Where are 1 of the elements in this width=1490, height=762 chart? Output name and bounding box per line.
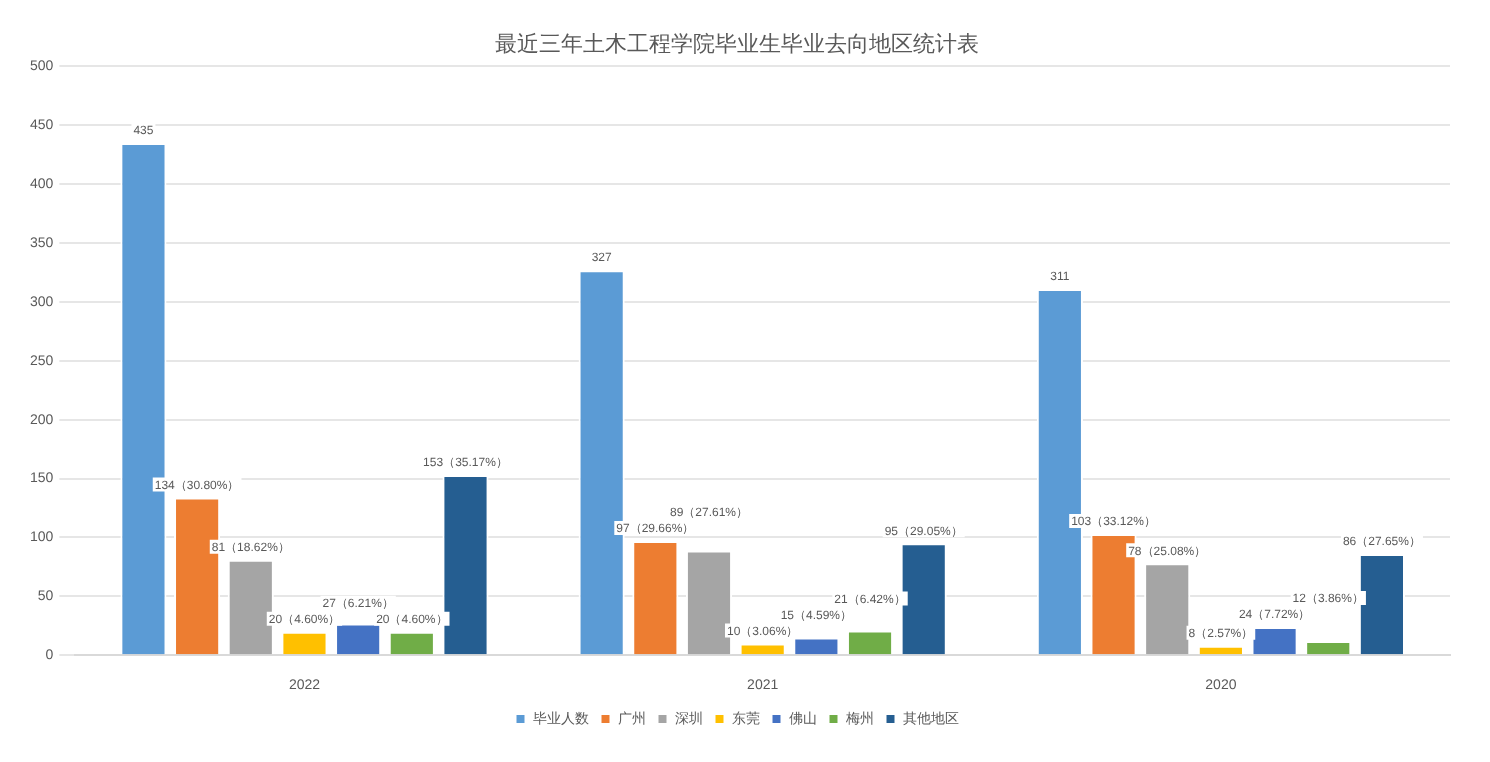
chart-title: 最近三年土木工程学院毕业生毕业去向地区统计表 xyxy=(495,31,979,58)
